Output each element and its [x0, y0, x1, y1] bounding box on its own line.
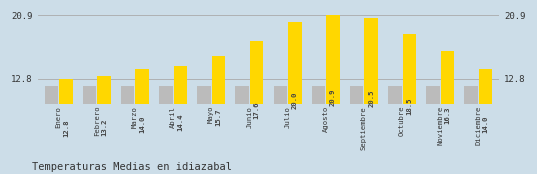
Bar [159, 86, 172, 174]
Text: 15.7: 15.7 [215, 109, 221, 126]
Text: 16.3: 16.3 [445, 106, 451, 124]
Bar [236, 86, 249, 174]
Bar [326, 15, 340, 174]
Bar [479, 69, 492, 174]
Bar [350, 86, 364, 174]
Text: 12.8: 12.8 [63, 120, 69, 137]
Bar [388, 86, 402, 174]
Bar [274, 86, 287, 174]
Text: 13.2: 13.2 [101, 118, 107, 136]
Bar [441, 51, 454, 174]
Bar [365, 18, 378, 174]
Bar [250, 41, 263, 174]
Text: 20.5: 20.5 [368, 90, 374, 107]
Bar [426, 86, 440, 174]
Bar [59, 79, 72, 174]
Bar [135, 69, 149, 174]
Text: Temperaturas Medias en idiazabal: Temperaturas Medias en idiazabal [32, 162, 232, 172]
Bar [173, 66, 187, 174]
Bar [465, 86, 478, 174]
Bar [197, 86, 211, 174]
Bar [403, 34, 416, 174]
Bar [45, 86, 58, 174]
Text: 14.4: 14.4 [177, 114, 183, 131]
Text: 17.6: 17.6 [253, 101, 260, 119]
Text: 18.5: 18.5 [407, 98, 412, 115]
Bar [212, 56, 225, 174]
Text: 14.0: 14.0 [483, 115, 489, 133]
Text: 20.0: 20.0 [292, 92, 298, 109]
Bar [121, 86, 134, 174]
Bar [288, 22, 301, 174]
Text: 20.9: 20.9 [330, 88, 336, 106]
Bar [97, 76, 111, 174]
Bar [83, 86, 96, 174]
Text: 14.0: 14.0 [139, 115, 145, 133]
Bar [312, 86, 325, 174]
